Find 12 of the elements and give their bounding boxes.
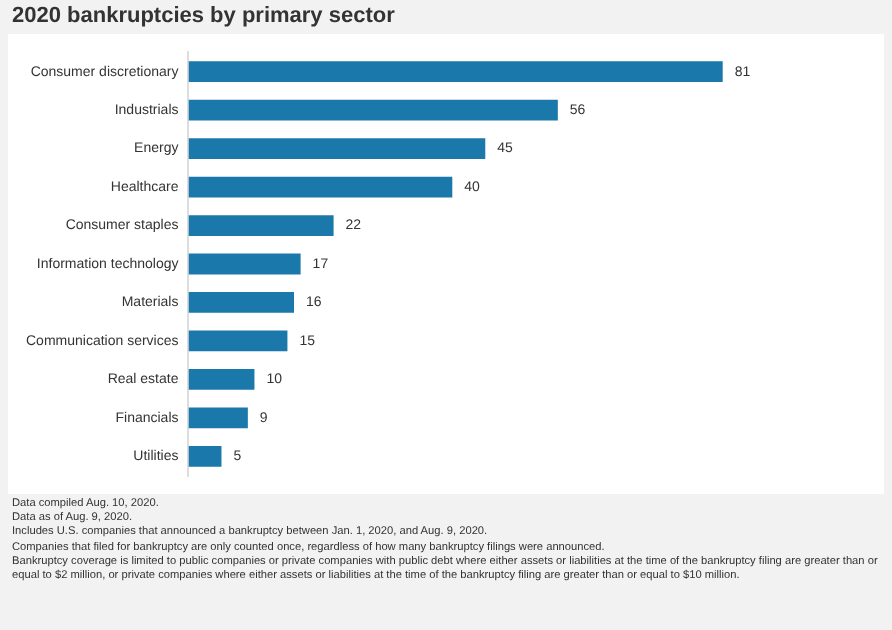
- bar: [188, 445, 222, 467]
- bar: [188, 407, 248, 429]
- bar: [188, 330, 288, 352]
- bar: [188, 176, 453, 198]
- chart-title: 2020 bankruptcies by primary sector: [12, 4, 395, 28]
- bar: [188, 369, 255, 390]
- bar: [188, 138, 486, 159]
- bar: [188, 99, 558, 121]
- bar: [188, 292, 295, 313]
- bar: [188, 215, 334, 236]
- bar: [188, 253, 301, 275]
- bar: [188, 61, 723, 83]
